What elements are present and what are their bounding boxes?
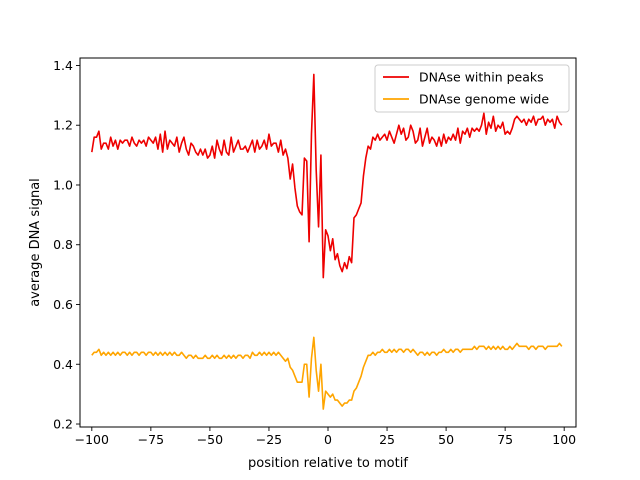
legend: DNAse within peaks DNAse genome wide <box>374 64 570 113</box>
x-tick-label: 75 <box>497 432 513 447</box>
legend-label-2: DNAse genome wide <box>419 92 549 107</box>
y-tick-label: 0.2 <box>53 417 73 432</box>
x-tick-label: −75 <box>138 432 164 447</box>
y-tick-label: 1.0 <box>53 177 73 192</box>
x-axis: −100 −75 −50 −25 0 25 50 75 100 <box>75 427 576 447</box>
y-axis: 0.2 0.4 0.6 0.8 1.0 1.2 1.4 <box>53 58 80 432</box>
series-line-2 <box>91 336 563 410</box>
x-tick-label: 0 <box>324 432 332 447</box>
series-line-1 <box>91 73 563 279</box>
x-tick-label: 100 <box>552 432 576 447</box>
y-tick-label: 0.4 <box>53 357 73 372</box>
y-tick-label: 1.2 <box>53 118 73 133</box>
x-axis-label: position relative to motif <box>248 456 408 471</box>
x-tick-label: −100 <box>75 432 109 447</box>
series-layer <box>91 73 563 410</box>
x-tick-label: −25 <box>256 432 282 447</box>
x-tick-label: 50 <box>438 432 454 447</box>
x-tick-label: −50 <box>197 432 223 447</box>
legend-label-1: DNAse within peaks <box>419 70 544 85</box>
x-tick-label: 25 <box>379 432 395 447</box>
legend-box <box>374 64 570 113</box>
y-tick-label: 0.6 <box>53 297 73 312</box>
y-tick-label: 0.8 <box>53 237 73 252</box>
y-axis-label: average DNA signal <box>28 178 43 307</box>
y-tick-label: 1.4 <box>53 58 73 73</box>
